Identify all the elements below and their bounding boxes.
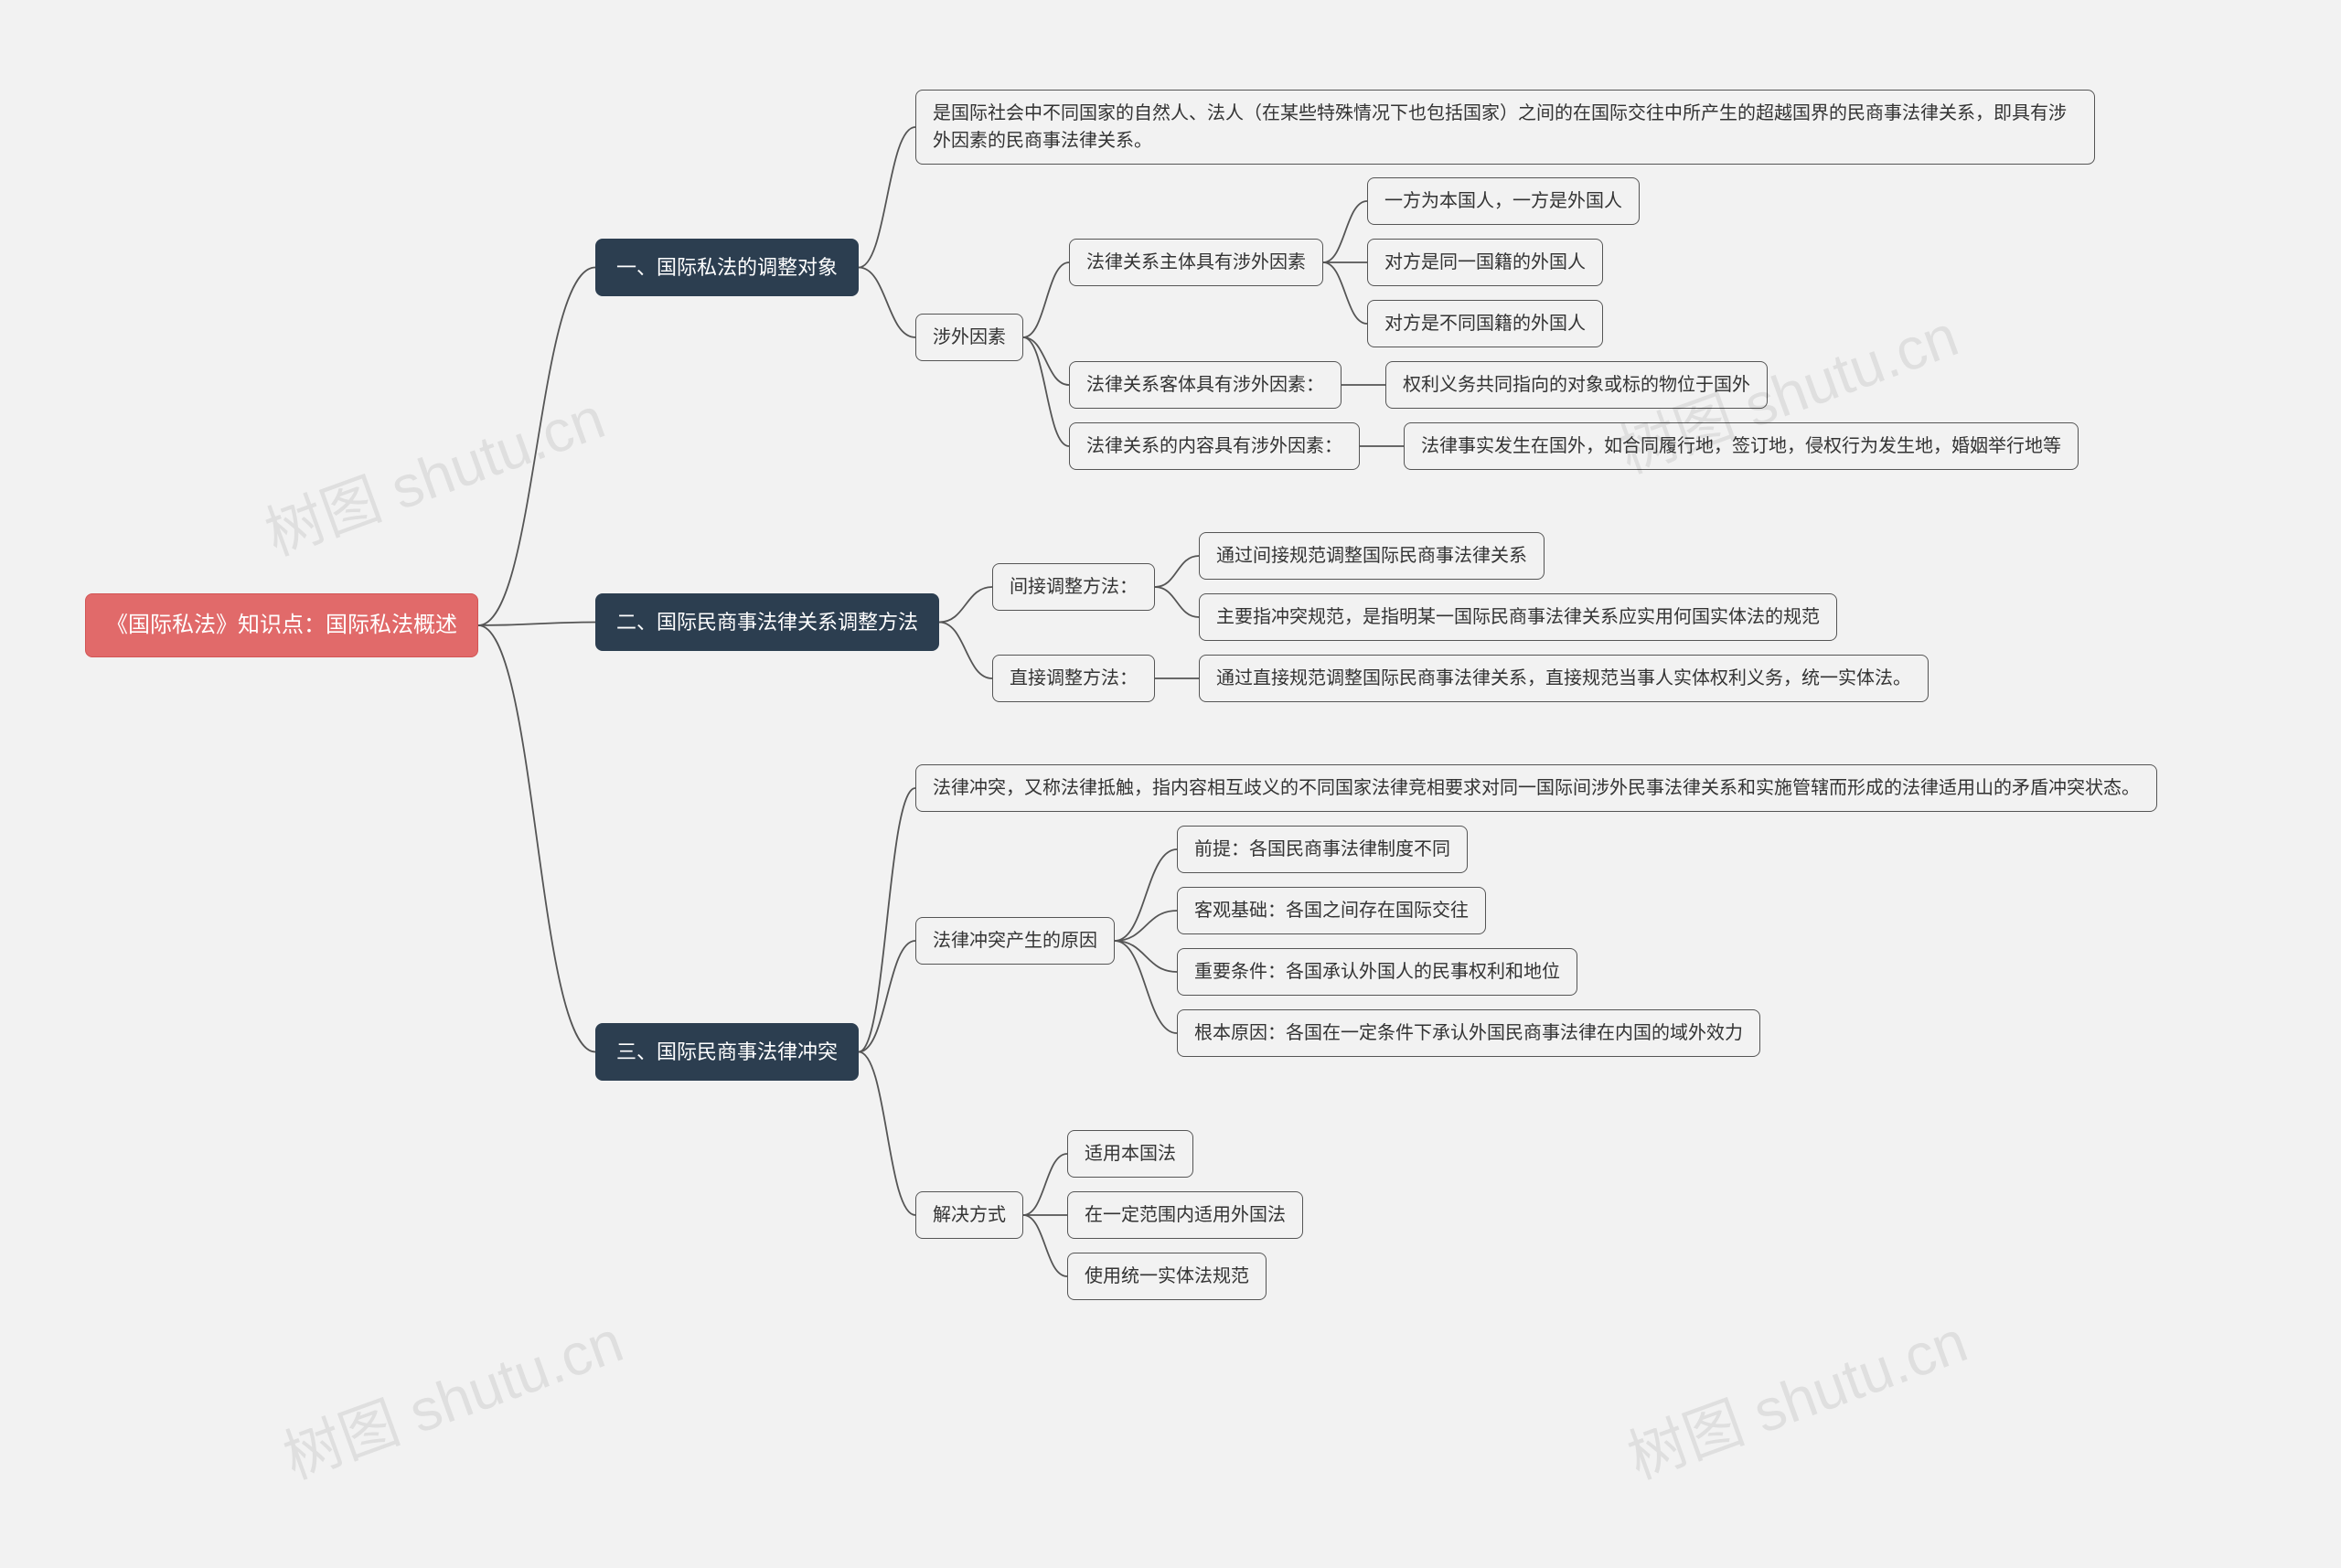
mindmap-node-b1c2a[interactable]: 法律关系主体具有涉外因素 xyxy=(1069,239,1323,286)
mindmap-node-b3c2d[interactable]: 根本原因：各国在一定条件下承认外国民商事法律在内国的域外效力 xyxy=(1177,1009,1760,1057)
connector xyxy=(939,587,992,623)
connector xyxy=(1155,587,1199,617)
connector xyxy=(1115,941,1177,1033)
connector xyxy=(1323,201,1367,262)
connector xyxy=(1155,556,1199,587)
mindmap-node-b1c2b[interactable]: 法律关系客体具有涉外因素： xyxy=(1069,361,1342,409)
mindmap-node-b1[interactable]: 一、国际私法的调整对象 xyxy=(595,239,859,296)
connector xyxy=(1323,262,1367,324)
connector xyxy=(859,268,915,338)
mindmap-node-b1c2a2[interactable]: 对方是同一国籍的外国人 xyxy=(1367,239,1603,286)
connector xyxy=(1023,337,1069,385)
mindmap-node-b3c2c[interactable]: 重要条件：各国承认外国人的民事权利和地位 xyxy=(1177,948,1577,996)
mindmap-node-b3c3c[interactable]: 使用统一实体法规范 xyxy=(1067,1253,1267,1300)
connector xyxy=(1023,262,1069,337)
connector xyxy=(1115,941,1177,972)
mindmap-node-b3c2a[interactable]: 前提：各国民商事法律制度不同 xyxy=(1177,826,1468,873)
connector xyxy=(478,625,595,1052)
mindmap-node-b2c1b[interactable]: 主要指冲突规范，是指明某一国际民商事法律关系应实用何国实体法的规范 xyxy=(1199,593,1837,641)
mindmap-node-b3c2b[interactable]: 客观基础：各国之间存在国际交往 xyxy=(1177,887,1486,934)
mindmap-node-b2c1a[interactable]: 通过间接规范调整国际民商事法律关系 xyxy=(1199,532,1545,580)
connector xyxy=(859,941,915,1052)
connector xyxy=(1023,1154,1067,1215)
mindmap-node-b3[interactable]: 三、国际民商事法律冲突 xyxy=(595,1023,859,1081)
mindmap-node-b1c2a3[interactable]: 对方是不同国籍的外国人 xyxy=(1367,300,1603,347)
connector xyxy=(478,268,595,626)
mindmap-node-b1c2c1[interactable]: 法律事实发生在国外，如合同履行地，签订地，侵权行为发生地，婚姻举行地等 xyxy=(1404,422,2079,470)
mindmap-node-b3c3b[interactable]: 在一定范围内适用外国法 xyxy=(1067,1191,1303,1239)
watermark: 树图 shutu.cn xyxy=(271,1295,633,1495)
connector xyxy=(939,623,992,679)
mindmap-node-b2c2[interactable]: 直接调整方法： xyxy=(992,655,1155,702)
connector xyxy=(1115,911,1177,941)
mindmap-node-root[interactable]: 《国际私法》知识点：国际私法概述 xyxy=(85,593,478,657)
mindmap-node-b3c2[interactable]: 法律冲突产生的原因 xyxy=(915,917,1115,965)
connector xyxy=(859,1052,915,1216)
mindmap-node-b3c1[interactable]: 法律冲突，又称法律抵触，指内容相互歧义的不同国家法律竞相要求对同一国际间涉外民事… xyxy=(915,764,2157,812)
connector xyxy=(1115,849,1177,941)
mindmap-node-b1c2a1[interactable]: 一方为本国人，一方是外国人 xyxy=(1367,177,1640,225)
connector xyxy=(1023,337,1069,446)
mindmap-node-b1c1[interactable]: 是国际社会中不同国家的自然人、法人（在某些特殊情况下也包括国家）之间的在国际交往… xyxy=(915,90,2095,165)
mindmap-node-b1c2[interactable]: 涉外因素 xyxy=(915,314,1023,361)
connector xyxy=(1023,1215,1067,1276)
connector xyxy=(859,788,915,1052)
connector xyxy=(859,127,915,268)
watermark: 树图 shutu.cn xyxy=(1615,1295,1977,1495)
watermark: 树图 shutu.cn xyxy=(252,371,615,571)
mindmap-node-b1c2b1[interactable]: 权利义务共同指向的对象或标的物位于国外 xyxy=(1385,361,1768,409)
mindmap-node-b3c3a[interactable]: 适用本国法 xyxy=(1067,1130,1193,1178)
connector xyxy=(478,623,595,626)
mindmap-node-b1c2c[interactable]: 法律关系的内容具有涉外因素： xyxy=(1069,422,1360,470)
mindmap-node-b2[interactable]: 二、国际民商事法律关系调整方法 xyxy=(595,593,939,651)
mindmap-node-b3c3[interactable]: 解决方式 xyxy=(915,1191,1023,1239)
mindmap-node-b2c2a[interactable]: 通过直接规范调整国际民商事法律关系，直接规范当事人实体权利义务，统一实体法。 xyxy=(1199,655,1929,702)
mindmap-node-b2c1[interactable]: 间接调整方法： xyxy=(992,563,1155,611)
